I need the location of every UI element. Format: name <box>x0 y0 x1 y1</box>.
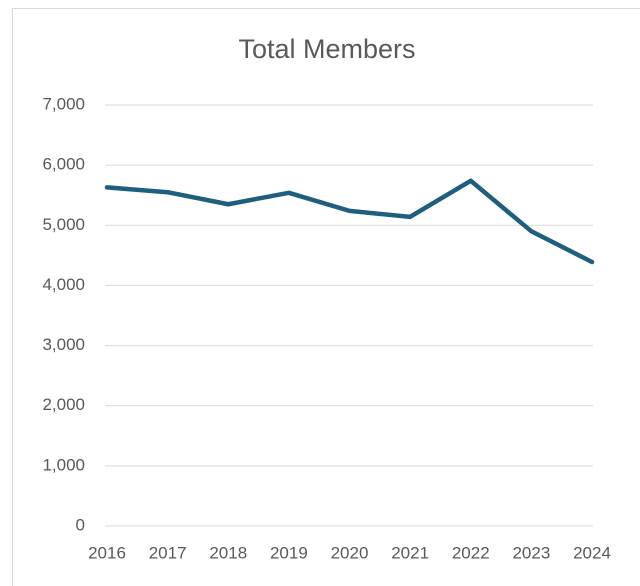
x-tick-label: 2023 <box>512 543 550 562</box>
line <box>104 178 595 265</box>
x-tick-label: 2020 <box>331 543 369 562</box>
y-tick-label: 3,000 <box>42 335 85 354</box>
y-tick-label: 1,000 <box>42 455 85 474</box>
x-tick-label: 2018 <box>209 543 247 562</box>
x-tick-label: 2022 <box>452 543 490 562</box>
x-tick-label: 2016 <box>88 543 126 562</box>
x-tick-label: 2024 <box>573 543 611 562</box>
y-tick-label: 5,000 <box>42 215 85 234</box>
y-tick-label: 2,000 <box>42 395 85 414</box>
chart-frame <box>12 8 640 586</box>
x-tick-label: 2017 <box>149 543 187 562</box>
y-tick-label: 6,000 <box>42 155 85 174</box>
y-tick-label: 4,000 <box>42 275 85 294</box>
y-tick-label: 0 <box>76 515 85 534</box>
x-tick-label: 2021 <box>391 543 429 562</box>
chart-title: Total Members <box>238 34 415 64</box>
y-tick-label: 7,000 <box>42 94 85 113</box>
x-tick-label: 2019 <box>270 543 308 562</box>
